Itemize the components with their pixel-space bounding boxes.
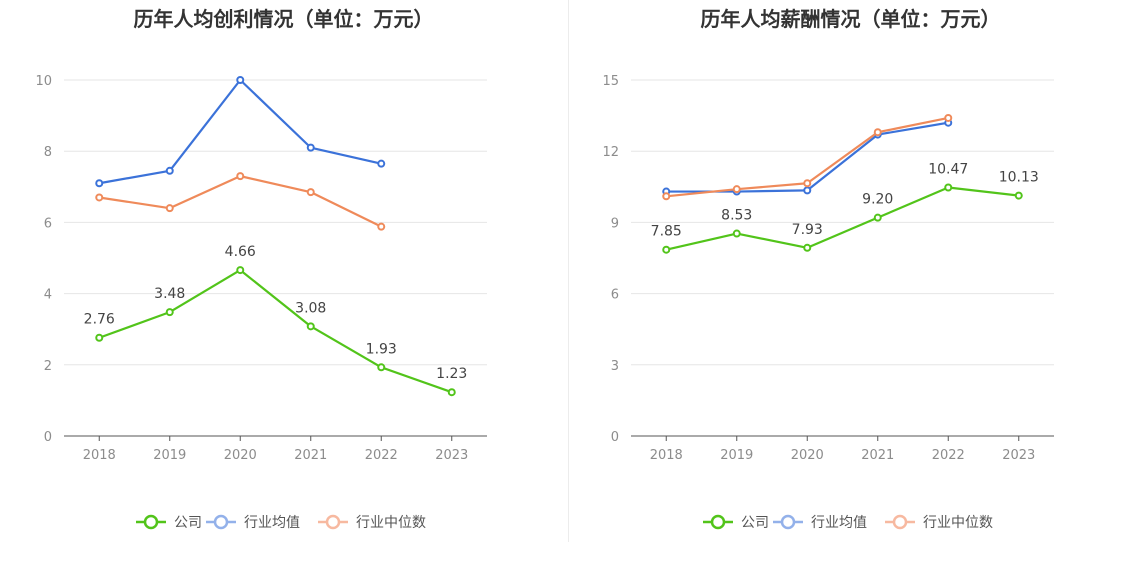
- legend-marker-icon: [213, 514, 229, 530]
- industry-avg-point: [377, 159, 386, 168]
- company-point: [165, 308, 174, 317]
- y-tick-label: 10: [35, 74, 52, 89]
- company-point: [1014, 191, 1023, 200]
- company-point: [944, 183, 953, 192]
- data-label: 7.93: [792, 222, 823, 238]
- profit-per-capita-chart: 历年人均创利情况（单位：万元） 0 2 4 6 8 10 2018 2019 2020 2021 20…: [35, 7, 487, 531]
- y-tick-label: 12: [602, 145, 619, 160]
- industry-median-point: [803, 179, 812, 188]
- legend-marker-icon: [143, 514, 159, 530]
- salary-per-capita-chart: 历年人均薪酬情况（单位：万元） 0 3 6 9 12 15 2018 2019 2020 2021 2…: [602, 7, 1054, 531]
- x-tick-label: 2020: [224, 448, 257, 463]
- industry-median-point: [732, 185, 741, 194]
- data-label: 7.85: [651, 224, 682, 240]
- legend-item-company: 公司: [136, 514, 202, 531]
- y-tick-label: 6: [44, 216, 52, 231]
- company-series-line: [98, 269, 453, 394]
- legend-item-company: 公司: [703, 514, 769, 531]
- x-tick-label: 2022: [365, 448, 398, 463]
- industry-median-point: [662, 192, 671, 201]
- panel-divider: [568, 0, 569, 542]
- company-point: [662, 245, 671, 254]
- data-label: 10.47: [928, 162, 968, 178]
- industry-avg-point: [803, 186, 812, 195]
- legend-label: 行业均值: [244, 515, 300, 531]
- x-tick-label: 2019: [153, 448, 186, 463]
- data-label: 1.93: [366, 341, 397, 357]
- x-tick-label: 2023: [1002, 448, 1035, 463]
- legend-marker-icon: [710, 514, 726, 530]
- y-tick-label: 0: [44, 430, 52, 445]
- legend-label: 行业均值: [811, 515, 867, 531]
- industry-avg-point: [95, 179, 104, 188]
- industry-median-point: [306, 188, 315, 197]
- industry-avg-point: [165, 166, 174, 175]
- data-label: 10.13: [999, 170, 1039, 186]
- company-point: [236, 266, 245, 275]
- legend-marker-icon: [325, 514, 341, 530]
- y-tick-label: 15: [602, 74, 619, 89]
- x-tick-label: 2021: [294, 448, 327, 463]
- y-tick-label: 2: [44, 359, 52, 374]
- legend-item-industry-avg: 行业均值: [773, 514, 867, 531]
- data-label: 1.23: [436, 366, 467, 382]
- x-tick-label: 2021: [861, 448, 894, 463]
- industry-median-point: [944, 113, 953, 122]
- data-label: 9.20: [862, 192, 893, 208]
- legend-item-industry-median: 行业中位数: [318, 514, 426, 531]
- y-tick-label: 9: [611, 216, 619, 231]
- legend-marker-icon: [892, 514, 908, 530]
- data-label: 3.08: [295, 300, 326, 316]
- legend-label: 公司: [174, 515, 202, 531]
- y-tick-label: 8: [44, 145, 52, 160]
- industry-median-point: [873, 128, 882, 137]
- y-tick-label: 3: [611, 359, 619, 374]
- industry-median-point: [377, 222, 386, 231]
- industry-avg-point: [236, 76, 245, 84]
- company-point: [803, 243, 812, 252]
- data-label: 2.76: [84, 312, 115, 328]
- data-label: 3.48: [154, 286, 185, 302]
- data-label: 8.53: [721, 208, 752, 224]
- industry-median-series-line: [99, 175, 382, 228]
- legend-label: 行业中位数: [356, 515, 426, 531]
- company-point: [95, 333, 104, 342]
- y-tick-label: 0: [611, 430, 619, 445]
- company-point: [447, 388, 456, 397]
- x-tick-label: 2020: [791, 448, 824, 463]
- legend-label: 公司: [741, 515, 769, 531]
- company-point: [377, 363, 386, 372]
- legend-item-industry-avg: 行业均值: [206, 514, 300, 531]
- y-tick-label: 6: [611, 288, 619, 303]
- chart-title: 历年人均创利情况（单位：万元）: [134, 7, 434, 31]
- x-tick-label: 2022: [932, 448, 965, 463]
- x-tick-label: 2019: [720, 448, 753, 463]
- y-tick-label: 4: [44, 288, 52, 303]
- legend-label: 行业中位数: [923, 515, 993, 531]
- company-point: [306, 322, 315, 331]
- industry-median-point: [165, 204, 174, 213]
- x-tick-label: 2023: [435, 448, 468, 463]
- legend-marker-icon: [780, 514, 796, 530]
- chart-title: 历年人均薪酬情况（单位：万元）: [701, 7, 1001, 31]
- data-label: 4.66: [225, 244, 256, 260]
- x-tick-label: 2018: [83, 448, 116, 463]
- industry-avg-point: [306, 143, 315, 152]
- industry-avg-series-line: [99, 78, 382, 185]
- profit-per-capita-panel: 历年人均创利情况（单位：万元） 0 2 4 6 8 10 2018 2019 2020 2021 20…: [35, 7, 487, 531]
- salary-per-capita-panel: 历年人均薪酬情况（单位：万元） 0 3 6 9 12 15 2018 2019 2020 2021 2…: [567, 0, 1134, 582]
- industry-median-point: [95, 193, 104, 202]
- legend-item-industry-median: 行业中位数: [885, 514, 993, 531]
- company-point: [873, 213, 882, 222]
- company-series-line: [666, 186, 1019, 251]
- industry-median-point: [236, 172, 245, 181]
- company-point: [732, 229, 741, 238]
- x-tick-label: 2018: [650, 448, 683, 463]
